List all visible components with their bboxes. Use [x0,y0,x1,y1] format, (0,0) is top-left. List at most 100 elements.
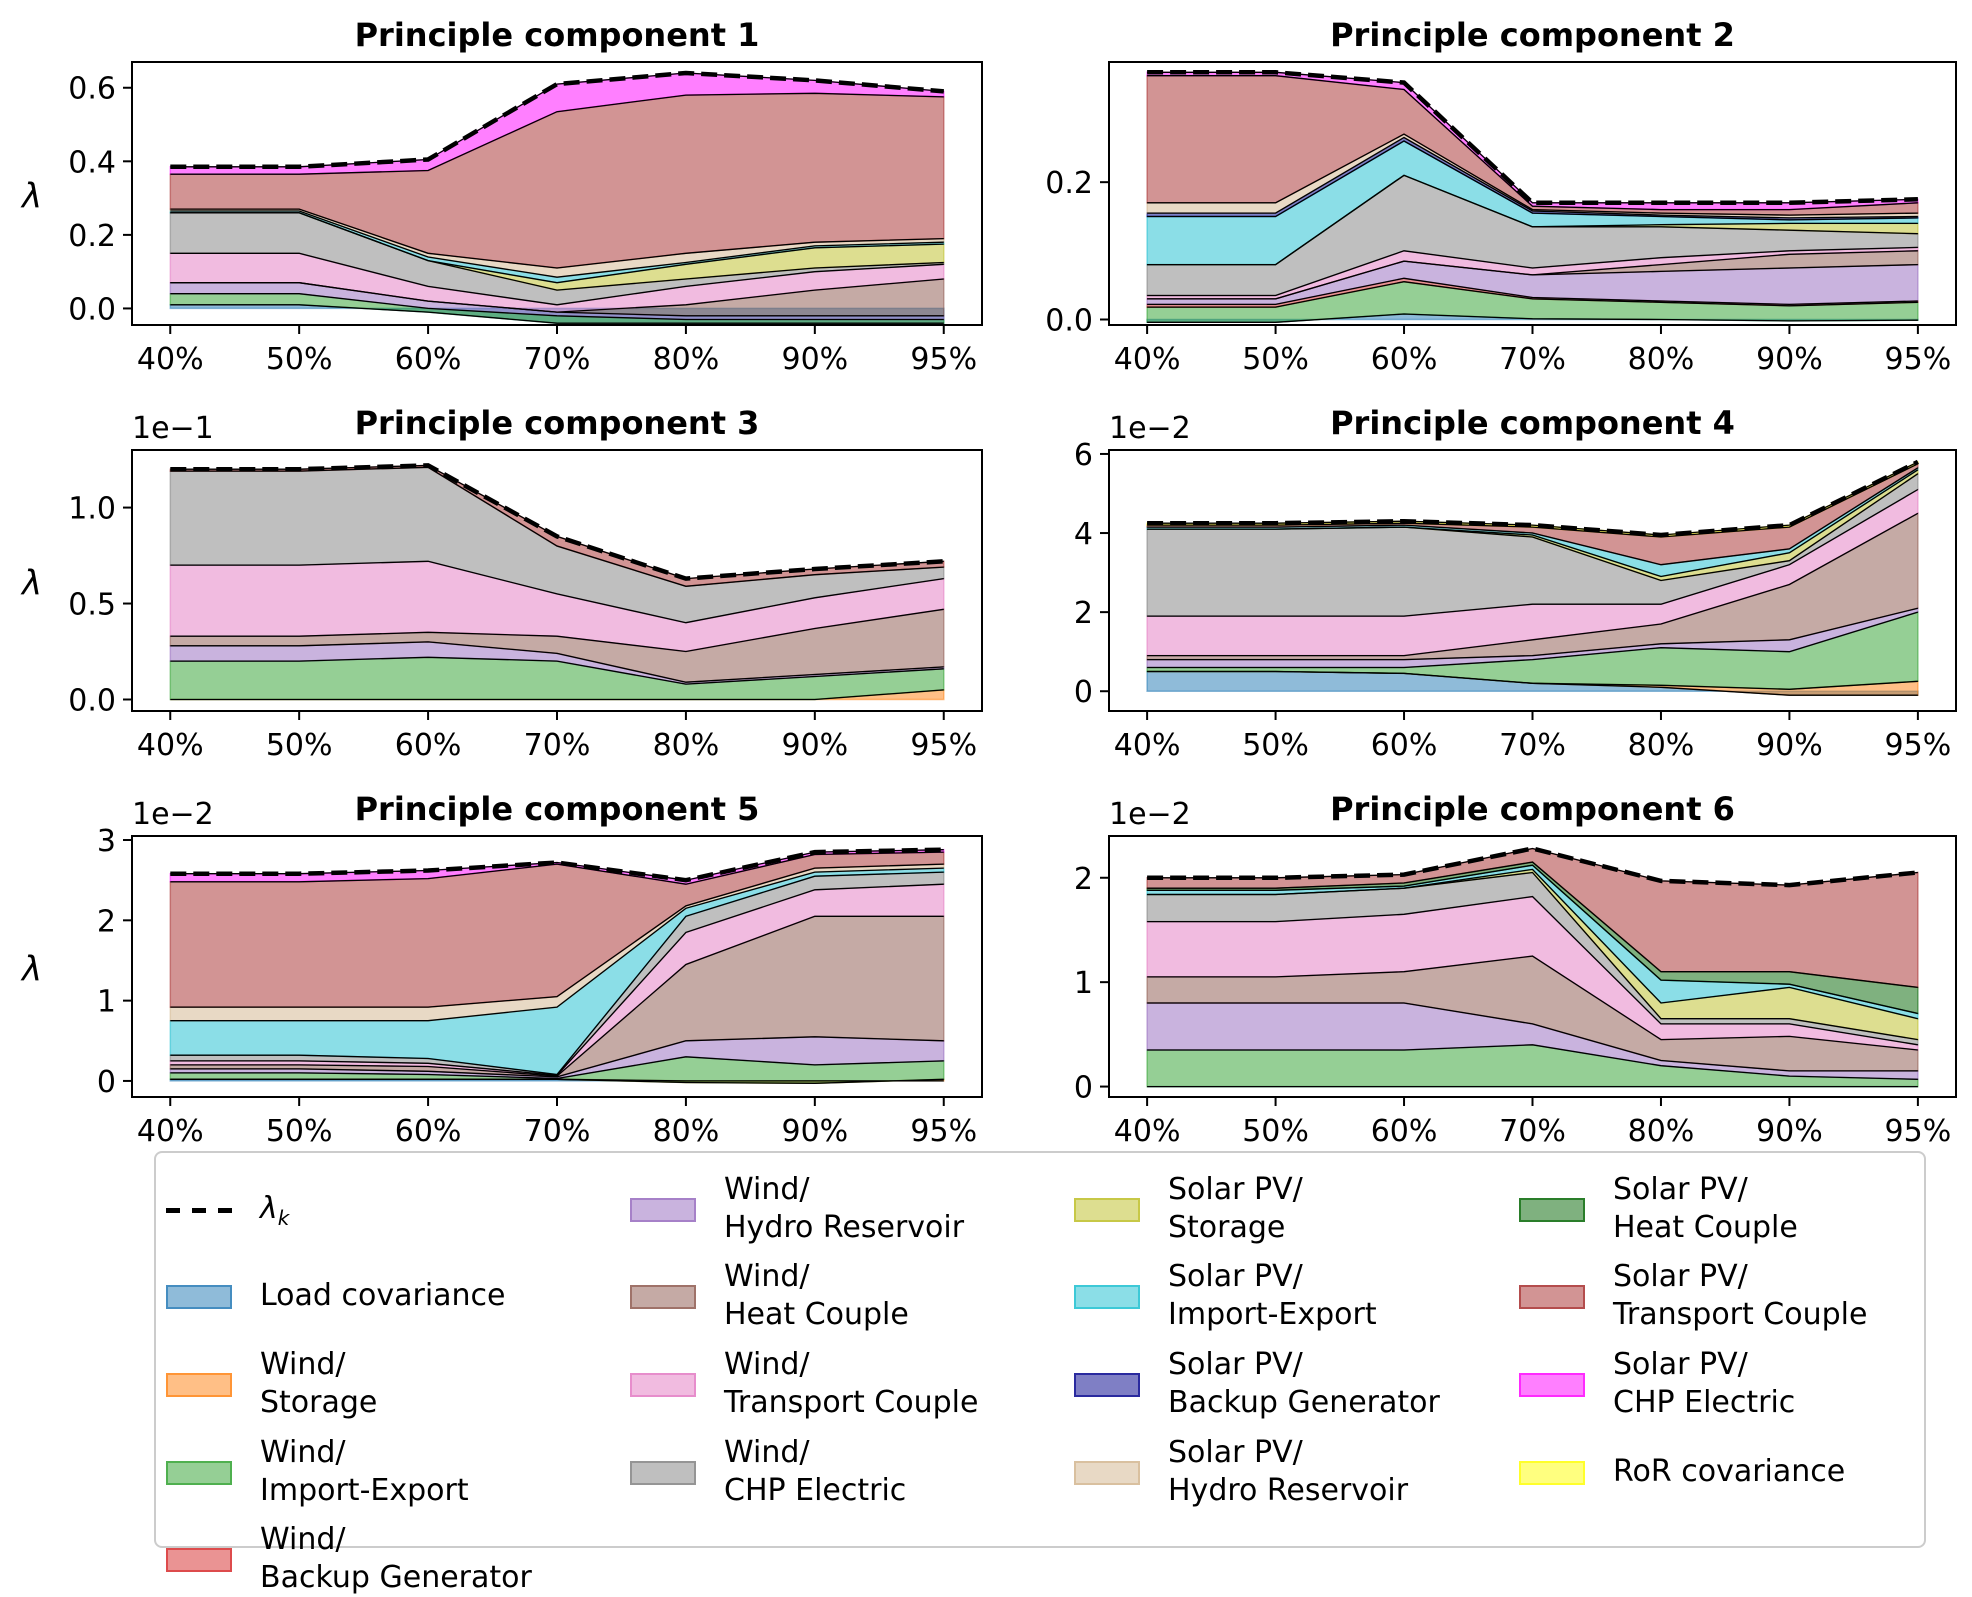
boundary-solar-pv-import-export [1147,467,1919,566]
legend-swatch [166,1548,232,1572]
boundary-wind-import-export [170,1056,944,1080]
boundary-wind-storage [170,1078,944,1084]
x-tick-label: 50% [266,342,333,377]
x-tick-label: 60% [1371,728,1438,763]
x-tick-label: 80% [1628,342,1695,377]
boundary-solar-pv-storage [1147,469,1919,578]
legend-item-wind-transport-couple: Wind/ Transport Couple [630,1346,978,1422]
x-tick-label: 80% [653,728,720,763]
boundary-load-covariance [1147,313,1918,323]
x-tick-label: 70% [524,342,591,377]
y-tick-label: 2 [1074,862,1093,897]
y-tick-label: 1 [97,985,116,1020]
lambda-k-line [1147,70,1918,206]
legend-item-wind-hydro-reservoir: Wind/ Hydro Reservoir [630,1171,964,1247]
boundary-wind-transport-couple [1147,488,1919,617]
subplot-title: Principle component 1 [355,16,760,54]
y-tick-label: 0.0 [68,292,116,327]
legend-swatch [166,1373,232,1397]
legend-swatch [630,1373,696,1397]
boundary-wind-import-export [1147,281,1918,308]
subplot-4: 40% 50% 60% 70% 80% 90% 95% 0 2 4 6 Principle compo… [1074,404,1957,763]
boundary-wind-transport-couple [1147,895,1919,1046]
offset-text: 1e−1 [132,411,214,446]
boundary-wind-hydro-reservoir [1147,1002,1918,1072]
legend-swatch [630,1461,696,1485]
legend-label: Solar PV/ Backup Generator [1168,1347,1440,1420]
boundary-wind-backup-generator [1147,277,1918,306]
boundary-wind-hydro-reservoir [170,1036,944,1078]
y-axis-label: λ [20,177,42,217]
legend-label: λk [260,1191,290,1230]
boundary-solar-pv-import-export [1147,864,1919,1015]
x-tick-label: 70% [524,728,591,763]
x-tick-label: 80% [1628,728,1695,763]
x-tick-label: 70% [1499,1114,1566,1149]
boundary-wind-heat-couple [170,278,944,313]
legend-label: RoR covariance [1613,1454,1846,1489]
boundary-solar-pv-backup-generator [1147,136,1918,219]
legend-item-ror-covariance: RoR covariance [1519,1453,1845,1491]
subplot-title: Principle component 3 [355,404,760,442]
y-tick-label: 2 [97,904,116,939]
legend-item-wind-backup-generator: Wind/ Backup Generator [166,1521,532,1597]
y-tick-label: 3 [97,824,116,859]
subplot-title: Principle component 5 [355,790,760,828]
x-tick-label: 70% [524,1114,591,1149]
y-tick-label: 1.0 [68,492,116,527]
x-tick-label: 80% [653,1114,720,1149]
y-tick-label: 0 [1074,1071,1093,1106]
lambda-k-line [170,463,944,581]
x-tick-label: 40% [1114,728,1181,763]
boundary-solar-pv-import-export [170,867,944,1022]
legend-swatch [1519,1461,1585,1485]
legend-label: Solar PV/ Import-Export [1168,1259,1377,1332]
x-tick-label: 95% [1885,728,1952,763]
x-tick-label: 40% [1114,342,1181,377]
x-tick-label: 90% [781,342,848,377]
x-tick-label: 40% [137,342,204,377]
boundary-solar-pv-transport-couple [170,851,944,885]
x-tick-label: 95% [1885,342,1952,377]
legend-item-wind-import-export: Wind/ Import-Export [166,1434,469,1510]
x-tick-label: 40% [137,1114,204,1149]
legend-label: Solar PV/ Storage [1168,1172,1303,1245]
legend-swatch [166,1285,232,1309]
y-tick-label: 6 [1074,438,1093,473]
legend-label: Load covariance [260,1278,506,1313]
legend-swatch [1074,1373,1140,1397]
legend-item-solar-pv-storage: Solar PV/ Storage [1074,1171,1303,1247]
x-tick-label: 40% [137,728,204,763]
legend-item-solar-pv-backup-generator: Solar PV/ Backup Generator [1074,1346,1440,1422]
boundary-wind-storage [1147,670,1918,690]
boundary-wind-heat-couple [1147,250,1918,300]
legend-item-solar-pv-chp-electric: Solar PV/ CHP Electric [1519,1346,1795,1422]
lambda-k-line [170,70,944,170]
boundary-wind-import-export [170,293,944,321]
x-tick-label: 50% [1242,728,1309,763]
x-tick-label: 70% [1499,342,1566,377]
y-tick-label: 0.2 [1045,166,1093,201]
offset-text: 1e−2 [132,797,214,832]
legend-item-lambda: λk [166,1190,289,1237]
x-tick-label: 60% [1371,1114,1438,1149]
legend-swatch [1074,1461,1140,1485]
legend-label: Wind/ Transport Couple [724,1347,979,1420]
x-tick-label: 90% [1756,1114,1823,1149]
boundary-solar-pv-storage [170,212,944,284]
legend: λk Load covariance Wind/ Storage Wind/ Impo… [154,1151,1926,1595]
x-tick-label: 60% [395,1114,462,1149]
y-tick-label: 0 [97,1065,116,1100]
legend-label: Wind/ Hydro Reservoir [724,1172,965,1245]
y-tick-label: 0.0 [1045,304,1093,339]
boundary-solar-pv-transport-couple [170,92,944,175]
x-tick-label: 95% [910,1114,977,1149]
x-tick-label: 70% [1499,728,1566,763]
legend-swatch [1519,1198,1585,1222]
y-axis-label: λ [20,950,42,990]
subplot-3: 40% 50% 60% 70% 80% 90% 95% 0.0 0.5 1.0 Principle … [20,404,983,763]
x-tick-label: 80% [653,342,720,377]
y-tick-label: 0 [1074,675,1093,710]
legend-label: Wind/ Import-Export [260,1435,469,1508]
subplot-title: Principle component 6 [1330,790,1735,828]
